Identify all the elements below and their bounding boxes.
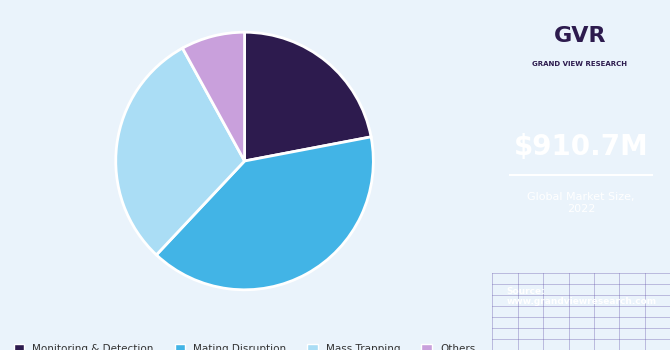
Text: $910.7M: $910.7M xyxy=(514,133,649,161)
Wedge shape xyxy=(245,32,371,161)
Wedge shape xyxy=(156,137,373,290)
Text: Source:
www.grandviewresearch.com: Source: www.grandviewresearch.com xyxy=(507,287,657,306)
Legend: Monitoring & Detection, Mating Disruption, Mass Trapping, Others: Monitoring & Detection, Mating Disruptio… xyxy=(9,340,480,350)
Wedge shape xyxy=(116,48,245,255)
Wedge shape xyxy=(182,32,245,161)
Text: GRAND VIEW RESEARCH: GRAND VIEW RESEARCH xyxy=(533,61,627,68)
Text: Global Market Size,
2022: Global Market Size, 2022 xyxy=(527,192,635,214)
Text: GVR: GVR xyxy=(553,26,606,46)
